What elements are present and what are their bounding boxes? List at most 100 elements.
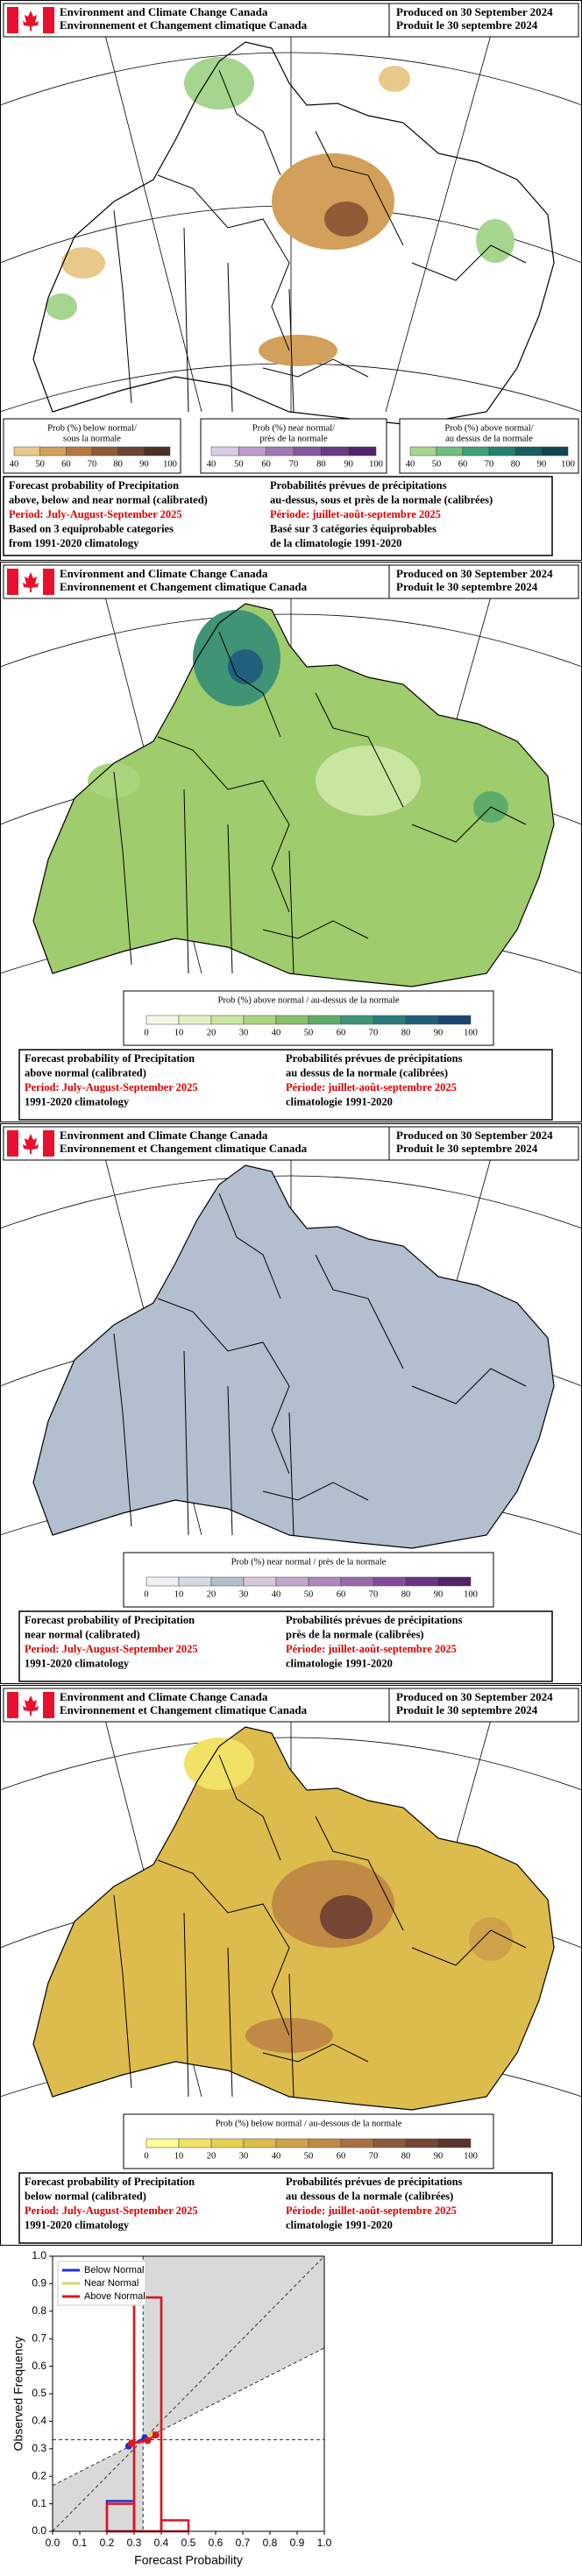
maple-leaf — [23, 572, 39, 592]
legend-label: Below Normal — [84, 2265, 144, 2275]
legend-tick-label: 30 — [239, 1028, 249, 1037]
forecast-region — [33, 1165, 554, 1548]
header-org: Environment and Climate Change Canada — [60, 567, 268, 580]
maple-leaf — [23, 11, 39, 31]
caption-line: above, below and near normal (calibrated… — [9, 493, 208, 506]
boundary — [262, 358, 369, 378]
probability-patch — [316, 746, 421, 816]
probability-patch — [476, 219, 515, 263]
legend-swatch — [541, 446, 569, 456]
caption-line: Period: July-August-September 2025 — [25, 1081, 198, 1093]
y-tick-label: 0.0 — [32, 2524, 46, 2537]
legend-tick-label: 10 — [174, 1028, 184, 1037]
x-tick-label: 0.4 — [154, 2537, 169, 2549]
map-panel: Environment and Climate Change CanadaEnv… — [0, 1123, 582, 1684]
legend-tick-label: 90 — [434, 1028, 444, 1037]
legend-swatch — [66, 446, 93, 456]
legend-tick-label: 20 — [207, 1589, 216, 1599]
plot-frame — [52, 2255, 325, 2532]
graticule — [385, 34, 492, 413]
caption-box — [18, 1610, 553, 1682]
legend-tick-label: 80 — [511, 459, 521, 469]
caption-line: Basé sur 3 catégories équiprobables — [270, 522, 436, 534]
legend-swatch — [243, 1015, 277, 1025]
reliability-point — [152, 2431, 160, 2439]
legend-swatch — [266, 446, 295, 456]
caption-line: near normal (calibrated) — [25, 1628, 140, 1640]
boundary — [183, 227, 189, 413]
header-date: Produced on 30 September 2024 — [396, 567, 553, 580]
coastline — [32, 1164, 555, 1549]
legend-swatch — [91, 446, 118, 456]
header-date: Produit le 30 septembre 2024 — [396, 1703, 538, 1716]
header-org: Environnement et Changement climatique C… — [60, 580, 308, 593]
perfect-reliability — [52, 2255, 325, 2532]
legend-swatch — [373, 2138, 407, 2148]
legend-box — [200, 418, 387, 474]
boundary — [315, 1815, 404, 1931]
boundary — [262, 920, 369, 939]
legend-tick-label: 80 — [401, 2151, 411, 2161]
header-box — [3, 3, 390, 38]
legend-tick-label: 30 — [239, 1589, 249, 1599]
legend-tick-label: 50 — [432, 459, 442, 469]
legend-box — [3, 418, 181, 474]
x-tick-label: 0.1 — [73, 2537, 88, 2549]
caption-line: près de la normale (calibrées) — [286, 1628, 424, 1640]
boundary — [288, 288, 295, 413]
legend-tick-label: 60 — [337, 2151, 346, 2161]
map-panel: Environment and Climate Change CanadaEnv… — [0, 562, 582, 1122]
probability-patch — [379, 66, 410, 92]
header-org: Environment and Climate Change Canada — [60, 1690, 268, 1703]
legend-title: Prob (%) below normal/ — [47, 423, 137, 433]
legend-tick-label: 0 — [144, 2151, 148, 2161]
boundary — [262, 1482, 369, 1501]
caption-line: au dessus de la normale (calibrées) — [286, 1066, 448, 1079]
legend-swatch — [405, 1015, 439, 1025]
header-org: Environnement et Changement climatique C… — [60, 18, 308, 32]
caption-line: above normal (calibrated) — [25, 1066, 146, 1079]
legend-label: Above Normal — [84, 2291, 146, 2302]
legend-swatch — [210, 446, 239, 456]
caption-line: Period: July-August-September 2025 — [9, 508, 182, 520]
legend-tick-label: 70 — [369, 1589, 379, 1599]
header-date: Produit le 30 septembre 2024 — [396, 18, 538, 32]
probability-patch — [320, 1895, 373, 1939]
caption-line: Period: July-August-September 2025 — [25, 2204, 198, 2217]
legend-swatch — [275, 1576, 309, 1587]
legend-tick-label: 50 — [35, 459, 45, 469]
caption-line: Période: juillet-août-septembre 2025 — [286, 1081, 457, 1093]
legend-title: sous la normale — [63, 434, 121, 443]
map-panel: Environment and Climate Change CanadaEnv… — [0, 1685, 582, 2246]
legend-title: au dessus de la normale — [445, 434, 533, 443]
legend-tick-label: 90 — [537, 459, 547, 469]
x-tick-label: 0.8 — [263, 2537, 278, 2549]
boundary — [113, 1894, 132, 2089]
legend-title: Prob (%) near normal/ — [252, 423, 335, 433]
header-date: Produced on 30 September 2024 — [396, 1690, 553, 1703]
probability-patch — [259, 335, 337, 366]
boundary — [113, 209, 132, 404]
x-tick-label: 1.0 — [317, 2537, 332, 2549]
caption-line: Période: juillet-août-septembre 2025 — [286, 2204, 457, 2217]
caption-box — [18, 1049, 553, 1121]
legend-tick-label: 70 — [485, 459, 494, 469]
legend-swatch — [146, 1015, 180, 1025]
y-tick-label: 0.3 — [32, 2442, 46, 2454]
legend-swatch — [146, 1576, 180, 1587]
caption-line: Probabilités prévues de précipitations — [286, 1052, 463, 1065]
legend-tick-label: 100 — [464, 1589, 478, 1599]
no-skill-line — [52, 2347, 325, 2487]
legend-tick-label: 90 — [434, 1589, 444, 1599]
legend-swatch — [243, 2138, 277, 2148]
reliability-point — [144, 2437, 152, 2445]
x-axis-label: Forecast Probability — [134, 2553, 243, 2567]
legend-swatch — [437, 1015, 472, 1025]
legend-title: près de la normale — [259, 434, 328, 443]
graticule — [104, 34, 202, 413]
x-tick-label: 0.7 — [236, 2537, 251, 2549]
caption-line: Période: juillet-août-septembre 2025 — [270, 508, 441, 520]
header-date: Produit le 30 septembre 2024 — [396, 580, 538, 593]
x-tick-label: 0.9 — [290, 2537, 305, 2549]
